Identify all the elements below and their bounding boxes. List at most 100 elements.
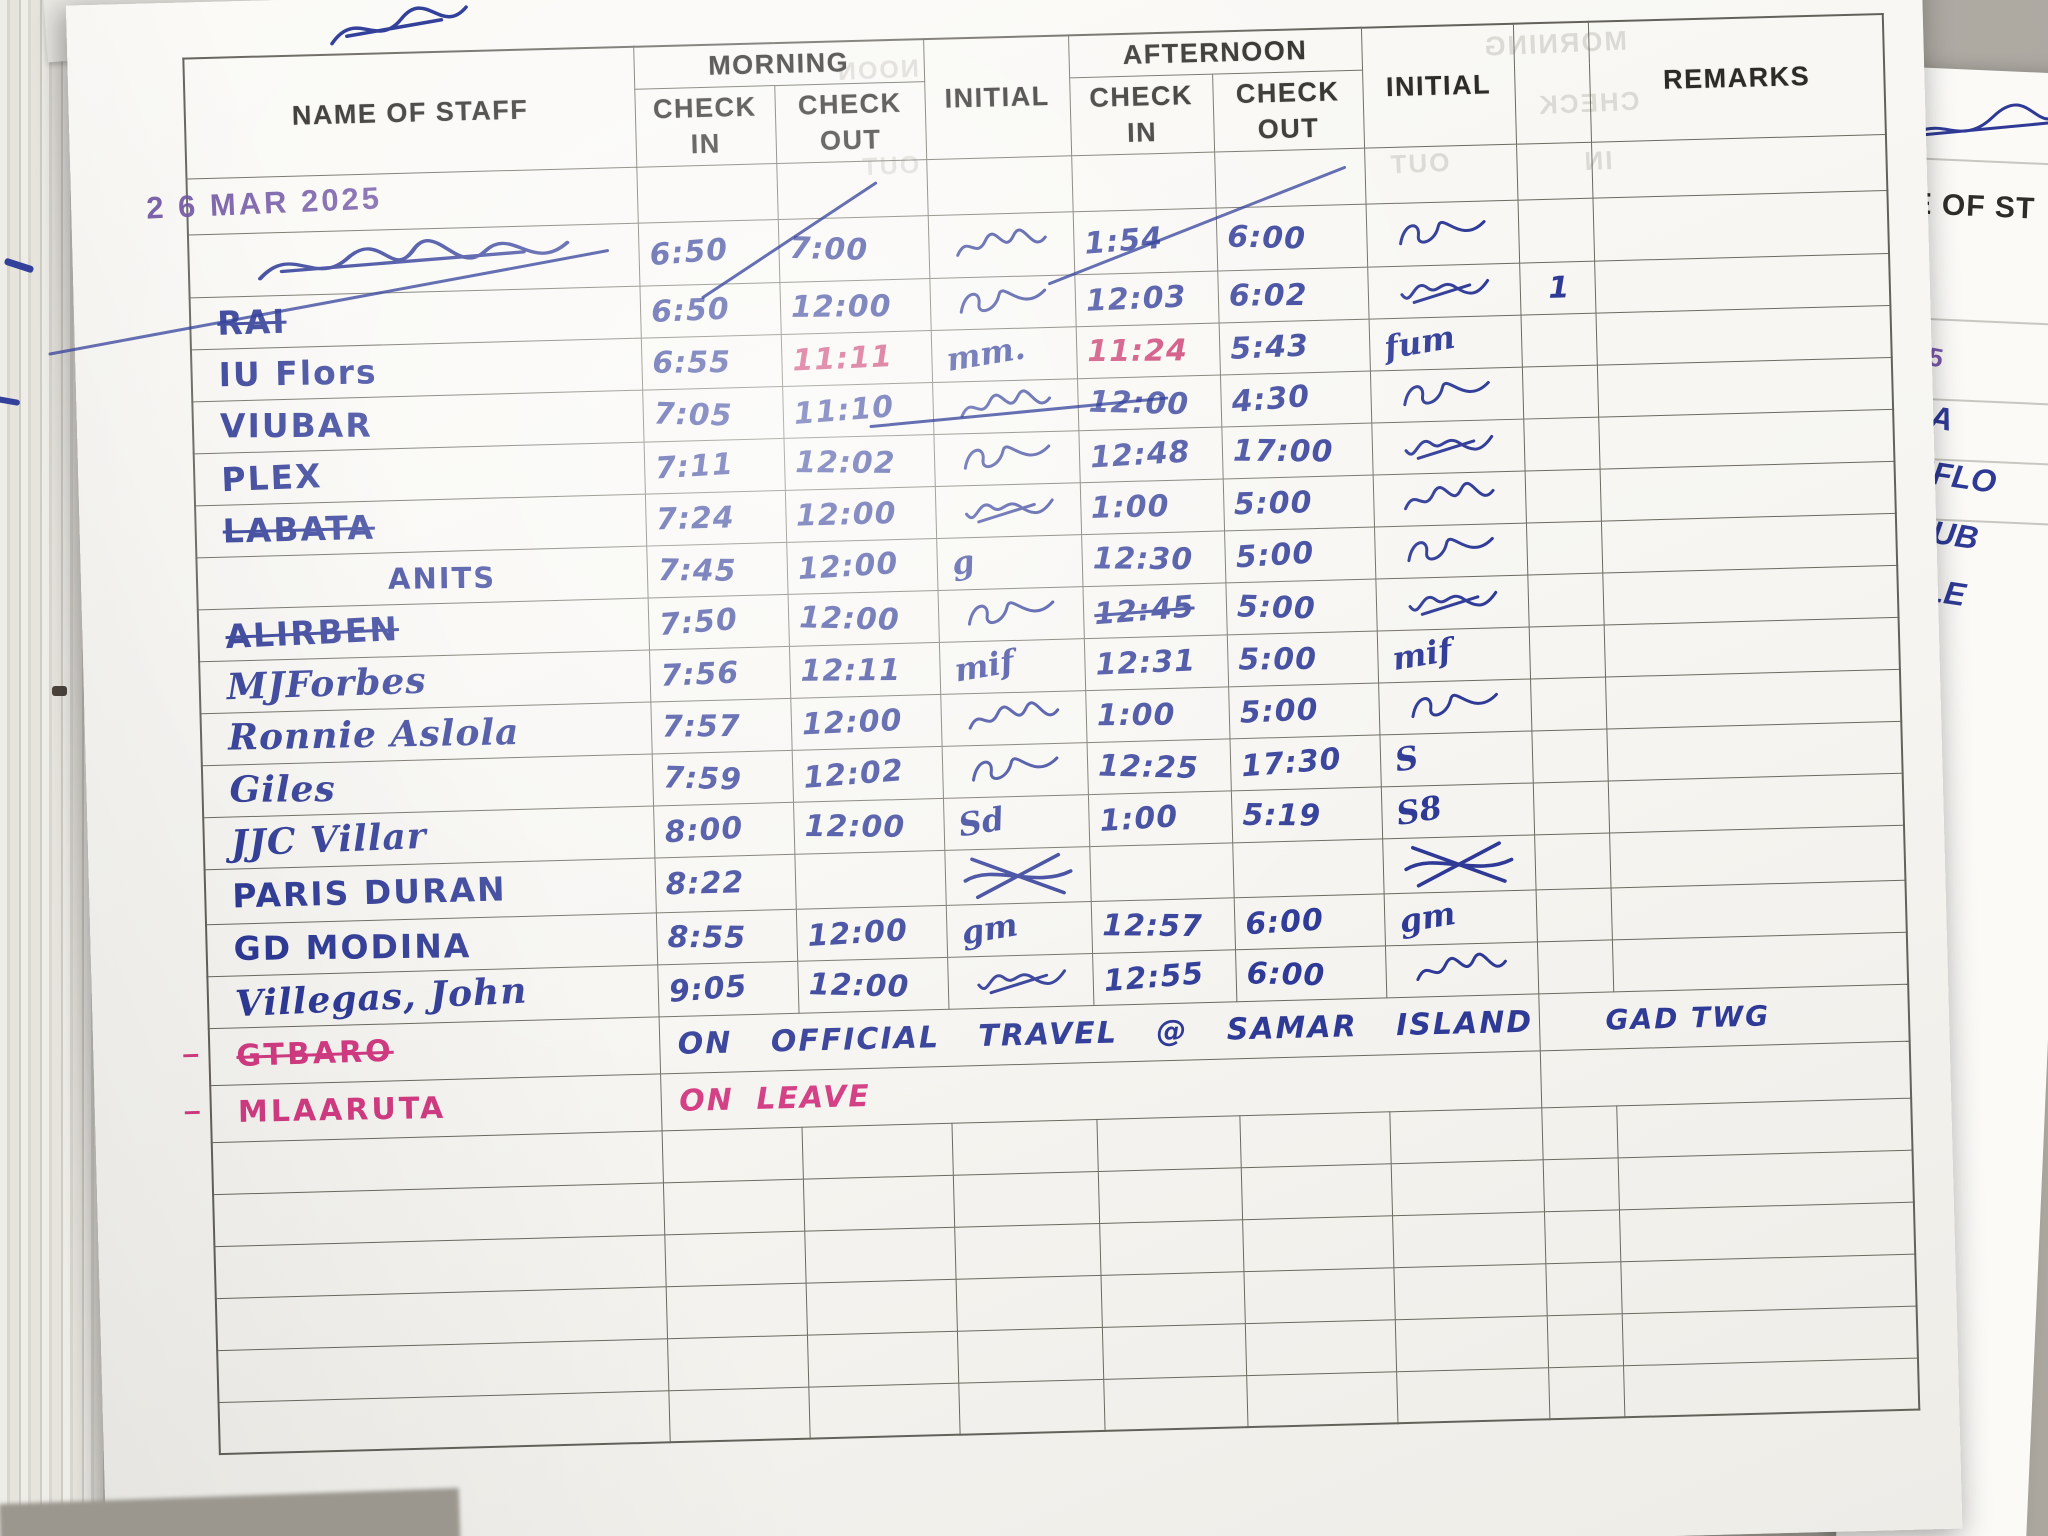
- cell-morning-check-out: [808, 1382, 960, 1439]
- cell-narrow: [1545, 1261, 1622, 1316]
- cell-initial-pm: [1369, 366, 1524, 423]
- cell-initial-pm: [1378, 678, 1532, 735]
- table-row: Villegas, John 9:05 12:00 12:55 6:00: [207, 931, 1909, 1029]
- cell-afternoon-check-out: [1242, 1215, 1394, 1272]
- cell-narrow: [1524, 468, 1601, 523]
- cell-remarks: [1606, 720, 1903, 781]
- cell-afternoon-check-out: 5:00: [1225, 578, 1377, 635]
- cell-initial-pm: [1394, 1315, 1549, 1372]
- cell-remarks: [1623, 1357, 1920, 1418]
- cell-afternoon-check-out: 5:00: [1228, 682, 1380, 739]
- ink-speck: [52, 686, 67, 696]
- signature-scribble: [1399, 219, 1486, 245]
- cell-morning-check-out: [794, 849, 946, 909]
- cell-morning-check-in: 7:45: [646, 541, 788, 598]
- cell-initial-am: [944, 846, 1091, 905]
- cell-afternoon-check-in: 12:31: [1083, 634, 1229, 691]
- cell-remarks: GAD TWG: [1538, 983, 1910, 1051]
- cell-afternoon-check-out: [1240, 1163, 1393, 1220]
- cell-initial-am: [952, 1170, 1100, 1227]
- cell-narrow: [1532, 780, 1610, 835]
- cell-initial-am: Sd: [942, 794, 1090, 850]
- cell-initial-am: [932, 378, 1079, 435]
- cell-initial-pm: [1367, 262, 1521, 319]
- cell-morning-check-in: 9:05: [657, 960, 799, 1017]
- cell-initial-pm: [1372, 470, 1526, 527]
- header-afternoon-check-out: CHECK OUT: [1212, 69, 1365, 152]
- cell-afternoon-check-in: 11:24: [1075, 322, 1220, 379]
- cell-initial-pm: [1396, 1367, 1550, 1424]
- cell-morning-check-out: [804, 1226, 956, 1283]
- cell-initial-am: g: [936, 534, 1083, 590]
- cell-remarks: [1595, 304, 1892, 365]
- header-name-of-staff: NAME OF STAFF: [183, 46, 637, 179]
- header-afternoon-check-in: CHECK IN: [1069, 73, 1215, 156]
- cell-morning-check-out: 12:02: [791, 745, 943, 802]
- cell-narrow: [1523, 416, 1600, 471]
- cell-afternoon-check-in: 12:25: [1086, 738, 1231, 795]
- cell-afternoon-check-out: [1239, 1111, 1391, 1168]
- cell-morning-check-in: 7:50: [647, 593, 789, 650]
- cell-afternoon-check-in: [1100, 1271, 1245, 1327]
- cell-remarks: [1539, 1040, 1912, 1108]
- cell-remarks: [1610, 879, 1907, 940]
- cell-initial-pm: fum: [1368, 314, 1522, 371]
- cell-empty: [1516, 141, 1593, 200]
- cell-afternoon-check-in: 12:03: [1074, 270, 1219, 327]
- cell-narrow: 1: [1519, 260, 1596, 315]
- date-stamp: 2 6 MAR 2025: [145, 179, 383, 226]
- cell-afternoon-check-in: 1:00: [1079, 478, 1225, 535]
- cell-initial-am: gm: [945, 901, 1093, 957]
- cell-remarks: [1598, 408, 1895, 469]
- cell-morning-check-in: 7:59: [651, 749, 794, 806]
- cell-morning-check-out: [805, 1278, 957, 1335]
- table-row: ANITS 7:45 12:00 g 12:30 5:00: [196, 512, 1898, 610]
- cell-remarks: [1605, 668, 1902, 729]
- cell-remarks: [1618, 1201, 1916, 1262]
- signature-scribble: [1411, 692, 1498, 719]
- signature-scribble: [258, 238, 570, 280]
- cell-initial-am: [940, 690, 1087, 746]
- cell-initial-pm: [1365, 199, 1520, 267]
- cell-remarks: [1600, 512, 1898, 573]
- cell-afternoon-check-in: 1:00: [1085, 686, 1230, 743]
- signature-scribble: [963, 444, 1050, 470]
- cell-narrow: [1527, 572, 1604, 627]
- cell-afternoon-check-in: 12:57: [1090, 897, 1236, 954]
- cell-empty: [636, 163, 778, 223]
- cell-morning-check-in: [662, 1178, 805, 1235]
- cell-afternoon-check-out: 5:43: [1218, 318, 1370, 375]
- table-row: RAI 6:50 12:00 12:03 6:02 1: [189, 252, 1891, 350]
- cell-narrow: [1520, 312, 1597, 367]
- cell-narrow: [1521, 364, 1599, 419]
- cell-morning-check-in: [668, 1386, 810, 1443]
- cell-morning-check-out: [806, 1330, 959, 1387]
- cell-morning-check-out: 12:00: [797, 956, 949, 1013]
- cell-afternoon-check-out: 5:00: [1224, 526, 1376, 583]
- cell-initial-am: [934, 482, 1082, 538]
- cell-narrow: [1542, 1157, 1619, 1212]
- cell-afternoon-check-out: 6:00: [1235, 945, 1387, 1002]
- cell-morning-check-in: [665, 1282, 807, 1339]
- cell-initial-am: [941, 742, 1088, 798]
- table-row: VIUBAR 7:05 11:10 12:00 4:30: [192, 356, 1894, 454]
- cell-initial-am: [951, 1119, 1098, 1175]
- cell-remarks: [1596, 356, 1894, 417]
- cell-morning-check-in: 6:55: [640, 333, 783, 390]
- cell-initial-pm: [1382, 834, 1536, 894]
- cell-morning-check-out: 12:11: [788, 641, 941, 698]
- cell-afternoon-check-in: [1096, 1115, 1241, 1171]
- cell-remarks: [1617, 1149, 1914, 1210]
- cell-remarks: [1599, 460, 1896, 521]
- cell-morning-check-out: [801, 1122, 953, 1179]
- cell-remarks: [1621, 1305, 1918, 1366]
- cell-afternoon-check-in: [1099, 1219, 1244, 1275]
- cell-name: [218, 1390, 670, 1455]
- cell-initial-pm: mif: [1376, 626, 1531, 683]
- cell-afternoon-check-in: 12:55: [1092, 949, 1237, 1006]
- cell-afternoon-check-out: 6:00: [1215, 203, 1368, 271]
- cell-morning-check-in: 7:11: [643, 437, 785, 494]
- cell-initial-am: [958, 1378, 1105, 1435]
- signature-scribble: [963, 852, 1072, 899]
- signature-scribble: [955, 227, 1047, 257]
